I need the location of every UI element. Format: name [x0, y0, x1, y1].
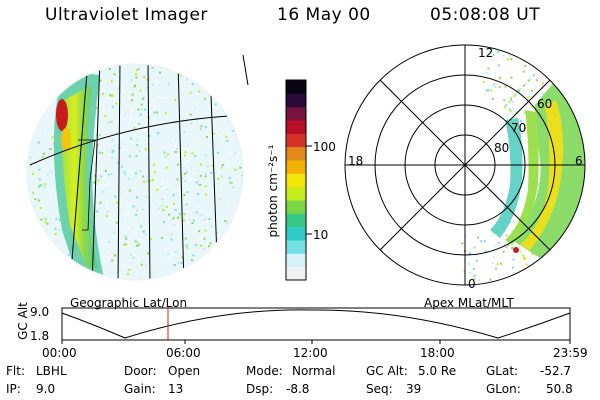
glat-label: GLat:: [486, 364, 519, 378]
colorbar-tick-10: 10: [313, 228, 329, 242]
glon-label: GLon:: [486, 382, 521, 396]
time-label: 05:08:08 UT: [430, 5, 541, 25]
dsp-value: -8.8: [286, 382, 310, 396]
auroral-peak-spot: [56, 99, 68, 131]
altitude-curve: [61, 309, 571, 339]
colorbar-band: [286, 213, 306, 228]
gain-value: 13: [168, 382, 184, 396]
colorbar-band: [286, 186, 306, 201]
door-value: Open: [168, 364, 201, 378]
timeline-xtick-0000: 00:00: [42, 346, 77, 360]
colorbar-band: [286, 200, 306, 214]
mlt-label-6: 6: [575, 154, 583, 168]
colorbar-band: [286, 266, 306, 281]
mlt-label-12: 12: [478, 46, 494, 60]
ip-value: 9.0: [36, 382, 56, 396]
ip-label: IP:: [6, 382, 21, 396]
flt-value: LBHL: [36, 364, 67, 378]
dsp-label: Dsp:: [246, 382, 274, 396]
mlat-label-70: 70: [511, 121, 527, 135]
colorbar-band: [286, 253, 306, 268]
mode-label: Mode:: [246, 364, 283, 378]
gc-alt-label: GC Alt:: [366, 364, 408, 378]
gc-alt-value: 5.0 Re: [418, 364, 457, 378]
colorbar-band: [286, 106, 306, 121]
polar-peak-spot: [513, 247, 519, 253]
seq-label: Seq:: [366, 382, 393, 396]
left-panel-caption: Geographic Lat/Lon: [70, 296, 188, 310]
mode-value: Normal: [292, 364, 336, 378]
polar-oval-arc: [490, 75, 585, 258]
timeline-ylabel: GC Alt: [16, 302, 30, 340]
mlt-label-18: 18: [348, 154, 364, 168]
timeline-xtick-2359: 23:59: [553, 346, 588, 360]
glat-value: -52.7: [540, 364, 572, 378]
instrument-title: Ultraviolet Imager: [45, 5, 208, 25]
colorbar-tick-100: 100: [313, 140, 336, 154]
colorbar-band: [286, 226, 306, 241]
date-label: 16 May 00: [277, 5, 371, 25]
gain-label: Gain:: [124, 382, 156, 396]
timeline-ytick-9: 9.0: [30, 305, 50, 319]
flt-label: Flt:: [6, 364, 25, 378]
glon-value: 50.8: [546, 382, 573, 396]
colorbar-scale: [286, 80, 306, 281]
seq-value: 39: [406, 382, 422, 396]
colorbar-band: [286, 160, 306, 174]
colorbar-band: [286, 240, 306, 254]
mlt-label-0: 0: [468, 277, 476, 291]
colorbar-band: [286, 173, 306, 188]
polar-grid: [344, 44, 586, 286]
timeline-ytick-1-8: 1.8: [30, 329, 50, 343]
mlat-label-60: 60: [537, 97, 553, 111]
right-panel-caption: Apex MLat/MLT: [424, 296, 514, 310]
grid-fragment-line: [242, 54, 249, 86]
timeline-xtick-1800: 18:00: [420, 346, 455, 360]
timeline-xtick-1200: 12:00: [293, 346, 328, 360]
door-label: Door:: [124, 364, 157, 378]
status-footer: Flt: LBHL Door: Open Mode: Normal GC Alt…: [0, 362, 600, 400]
colorbar-band: [286, 120, 306, 134]
colorbar-band: [286, 146, 306, 161]
colorbar-band: [286, 133, 306, 148]
timeline-xtick-0600: 06:00: [166, 346, 201, 360]
mlat-label-80: 80: [494, 141, 510, 155]
colorbar-band: [286, 80, 306, 94]
colorbar-band: [286, 93, 306, 108]
